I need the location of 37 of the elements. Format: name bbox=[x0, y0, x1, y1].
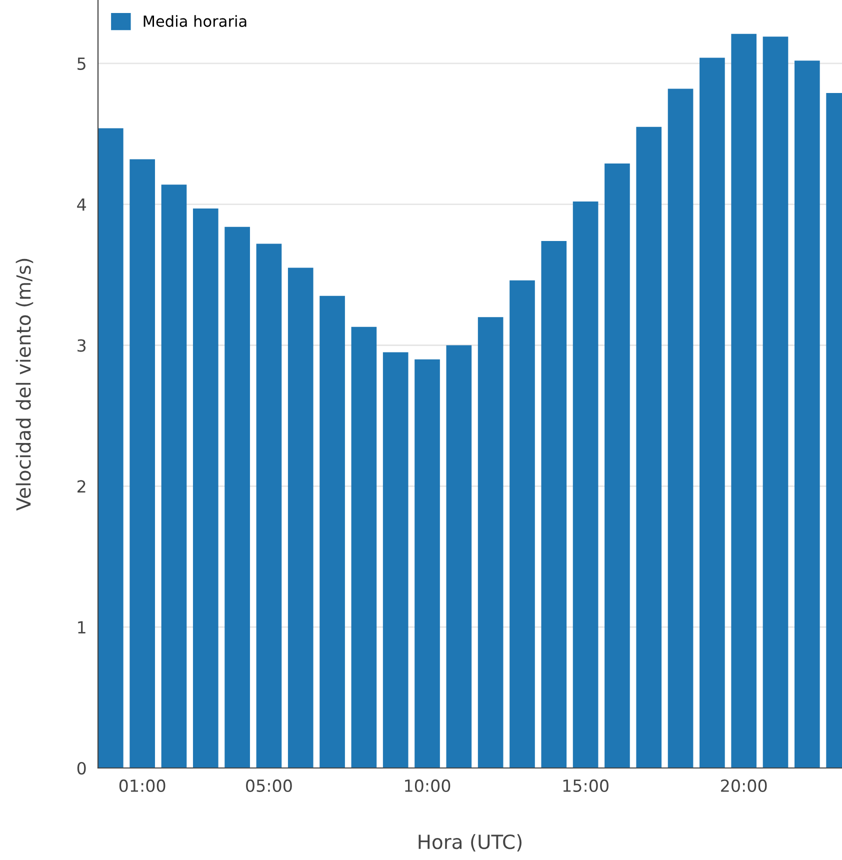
y-tick-label: 3 bbox=[78, 339, 86, 352]
y-tick-label: 4 bbox=[77, 198, 86, 211]
bar bbox=[224, 226, 250, 768]
bar bbox=[288, 268, 314, 768]
bar bbox=[256, 244, 282, 768]
bar bbox=[414, 359, 440, 768]
bar bbox=[351, 326, 377, 768]
bar bbox=[320, 296, 345, 768]
bar bbox=[161, 184, 187, 768]
y-tick-label: 5 bbox=[78, 58, 86, 70]
bar bbox=[192, 208, 218, 768]
bar bbox=[668, 88, 694, 768]
legend-label: Media horaria bbox=[144, 15, 246, 27]
x-axis-title: Hora (UTC) bbox=[418, 834, 522, 852]
y-axis-title: Velocidad del viento (m/s) bbox=[16, 258, 34, 511]
bar bbox=[762, 36, 788, 768]
bar bbox=[731, 34, 757, 768]
bar bbox=[98, 128, 124, 768]
x-tick-label: 10:00 bbox=[405, 779, 450, 792]
bar bbox=[382, 352, 408, 768]
x-tick-label: 05:00 bbox=[246, 779, 292, 792]
bar bbox=[541, 240, 567, 768]
y-tick-label: 1 bbox=[78, 621, 86, 634]
x-tick-label: 15:00 bbox=[563, 779, 608, 792]
y-tick-label: 0 bbox=[77, 762, 86, 775]
bar bbox=[510, 280, 535, 768]
bar bbox=[794, 60, 820, 768]
bar bbox=[636, 126, 662, 768]
bar bbox=[572, 202, 598, 768]
y-tick-label: 2 bbox=[78, 480, 86, 492]
bar bbox=[130, 159, 155, 768]
bar bbox=[478, 317, 504, 768]
x-tick-label: 01:00 bbox=[119, 779, 166, 792]
x-tick-label: 20:00 bbox=[721, 779, 767, 792]
bar bbox=[604, 163, 630, 768]
bar bbox=[700, 58, 725, 768]
bar bbox=[446, 345, 472, 768]
